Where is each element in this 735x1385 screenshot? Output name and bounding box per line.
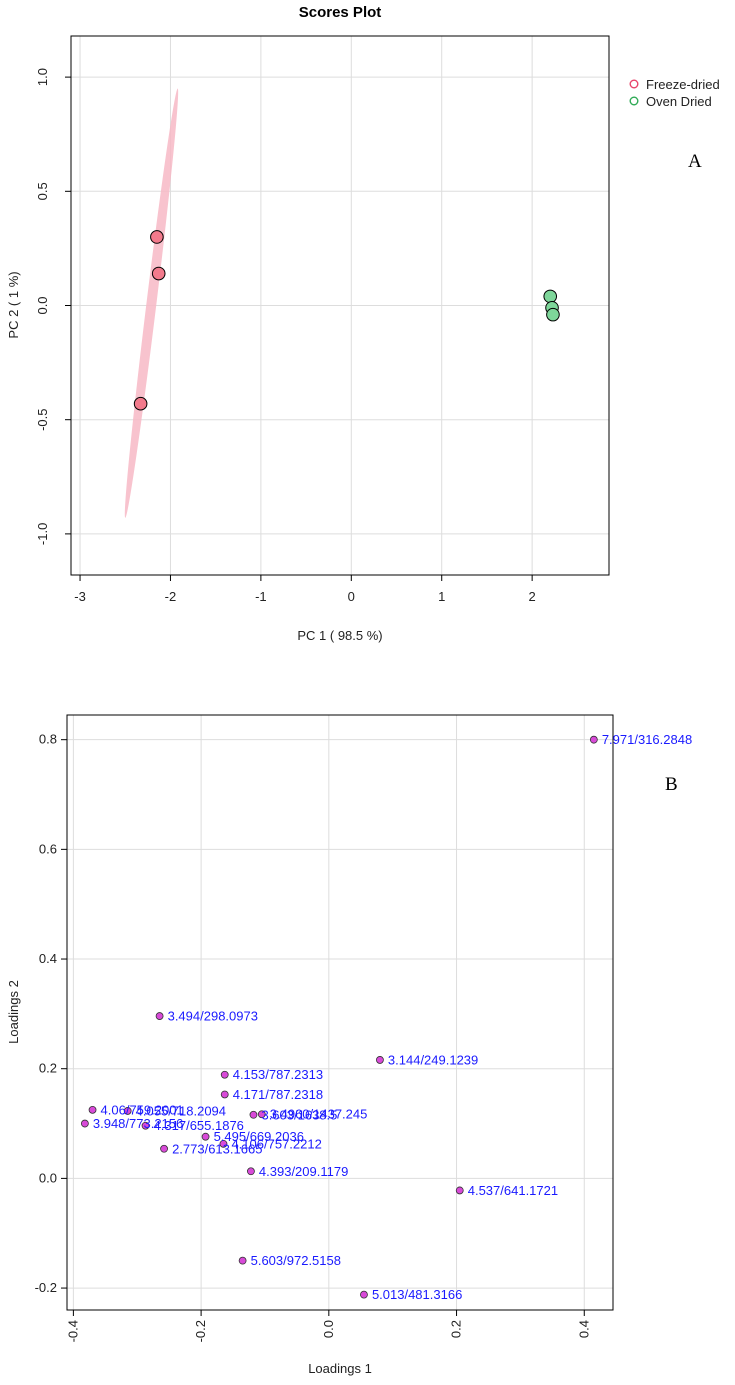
scores-y-axis-label: PC 2 ( 1 %) [6,271,21,338]
loading-point [88,1105,97,1114]
scores-x-tick-label: 2 [529,589,536,604]
panel-label-a: A [688,151,702,172]
scores-x-tick-label: -3 [74,589,86,604]
loadings-y-tick-label: -0.2 [35,1280,57,1295]
loading-point [220,1070,229,1079]
loading-point [360,1290,368,1299]
scores-y-tick-label: -0.5 [35,408,50,430]
scores-x-ticks: -3 -2 -1 0 1 2 [74,575,536,604]
loading-point-label: 5.495/669.2036 [214,1129,304,1144]
loadings-x-tick-label: -0.4 [65,1320,80,1342]
loading-point [376,1056,384,1064]
loadings-x-axis-label: Loadings 1 [308,1361,372,1376]
loading-point-label: 4.106/757.2212 [231,1136,321,1151]
loading-point-label: 4.393/209.1179 [259,1164,348,1179]
loadings-x-tick-label: 0.0 [321,1320,336,1338]
loading-point [201,1132,210,1141]
loading-point [155,1012,164,1020]
scores-y-tick-label: 0.5 [35,182,50,200]
oven-dried-point [546,307,560,322]
loadings-gridlines [67,715,613,1310]
scores-x-tick-label: 1 [438,589,445,604]
loadings-x-tick-label: -0.2 [193,1320,208,1342]
loadings-x-ticks: -0.4 -0.2 0.0 0.2 0.4 [65,1310,591,1342]
loading-point-label: 3.144/249.1239 [388,1052,478,1067]
loading-point-label: 3.603/1638.5 [261,1107,337,1122]
loading-point [219,1139,228,1148]
freeze-dried-point [150,230,164,244]
scores-x-tick-label: -1 [255,589,267,604]
loadings-x-tick-label: 0.4 [576,1320,591,1338]
scores-legend: Freeze-dried Oven Dried [629,77,720,109]
confidence-ellipse-freeze-dried [124,88,179,518]
loadings-y-tick-label: 0.2 [39,1061,57,1076]
scores-points [133,230,560,411]
loading-point [247,1167,255,1176]
loading-point-label: 3.948/773.2156 [93,1116,183,1131]
freeze-dried-point [151,266,166,281]
oven-dried-point [543,289,558,304]
loading-point [141,1121,150,1130]
loadings-y-tick-label: 0.4 [39,951,57,966]
loadings-y-tick-label: 0.8 [39,732,57,747]
loadings-y-tick-label: 0.6 [39,841,57,856]
scores-y-tick-label: -1.0 [35,523,50,545]
loading-point [123,1107,132,1115]
loading-point [257,1110,266,1119]
loading-point-label: 4.171/787.2318 [233,1087,323,1102]
loading-point-label: 4.153/787.2313 [233,1067,323,1082]
loading-point-label: 4.06/759.2001 [101,1102,184,1117]
freeze-dried-point [133,396,148,411]
loading-point-label: 5.013/481.3166 [372,1287,462,1302]
scores-x-tick-label: -2 [165,589,177,604]
loading-point-label: 3.4960/1437.245 [270,1107,368,1122]
legend-label-freeze-dried: Freeze-dried [646,77,720,92]
scores-x-axis-label: PC 1 ( 98.5 %) [297,628,382,643]
scores-y-tick-label: 1.0 [35,68,50,86]
legend-label-oven-dried: Oven Dried [646,94,712,109]
loading-point [455,1186,464,1195]
scores-y-ticks: -1.0 -0.5 0.0 0.5 1.0 [35,68,71,545]
loading-point [80,1119,89,1128]
loading-point [589,735,598,744]
scores-plot-title: Scores Plot [299,4,382,21]
legend-marker-freeze-dried [629,79,639,89]
loading-point-label: 5.603/972.5158 [251,1253,341,1268]
loadings-points [80,735,598,1299]
loadings-x-tick-label: 0.2 [449,1320,464,1338]
loadings-y-tick-label: 0.0 [39,1170,57,1185]
loadings-point-labels: 7.971/316.2848 3.494/298.0973 3.144/249.12… [93,732,692,1302]
loading-point [220,1090,229,1099]
loading-point-label: 4.317/655.1876 [154,1118,244,1133]
loading-point-label: 2.773/613.1665 [172,1141,262,1156]
loading-point [238,1256,247,1265]
scores-plot: Scores Plot -3 -2 -1 0 1 2 -1.0-0.50.00.51.0 … [6,4,720,643]
loading-point-label: 7.971/316.2848 [602,732,692,747]
scores-ellipses [124,88,179,518]
loading-point-label: 4.537/641.1721 [468,1183,558,1198]
loading-point-label: 4.055/718.2094 [136,1103,226,1118]
loading-point [249,1110,258,1119]
legend-marker-oven-dried [629,96,639,106]
loadings-y-ticks: -0.2 0.0 0.2 0.4 0.6 0.8 [35,732,67,1295]
loadings-plot: -0.4 -0.2 0.0 0.2 0.4 -0.2 0.0 0.2 0.4 0.6 0.8 7.… [6,714,692,1376]
loading-point-label: 3.494/298.0973 [168,1009,258,1024]
loadings-plot-frame [66,714,614,1311]
scores-x-tick-label: 0 [348,589,355,604]
scores-y-tick-label: 0.0 [35,296,50,314]
loading-point [160,1144,168,1153]
panel-label-b: B [665,774,678,795]
loadings-y-axis-label: Loadings 2 [6,980,21,1044]
